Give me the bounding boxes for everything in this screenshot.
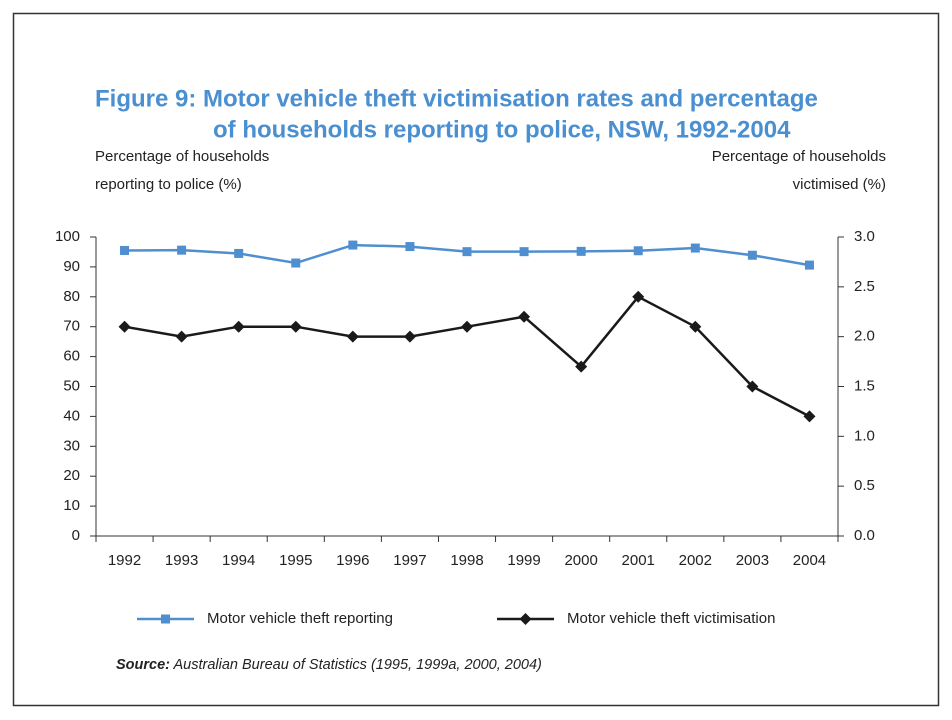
y-tick-label: 40 <box>63 407 80 424</box>
marker <box>461 320 473 333</box>
series-line <box>124 295 811 418</box>
marker <box>747 250 757 260</box>
marker <box>633 246 643 256</box>
x-tick-label: 2004 <box>793 552 826 569</box>
marker <box>118 320 131 333</box>
x-tick-label: 1992 <box>108 552 141 569</box>
marker <box>575 360 588 373</box>
chart-title: Figure 9: Motor vehicle theft victimisat… <box>95 85 818 112</box>
y-tick-label: 30 <box>63 437 80 454</box>
x-tick-label: 2002 <box>679 552 712 569</box>
x-tick-label: 1994 <box>222 552 255 569</box>
x-tick-label: 2003 <box>736 552 769 569</box>
y-axis-label: Percentage of households <box>95 148 269 165</box>
y2-tick-label: 3.0 <box>854 228 875 245</box>
marker <box>177 245 187 255</box>
y2-tick-label: 0.5 <box>854 477 875 494</box>
marker <box>576 246 586 256</box>
y2-tick-label: 1.5 <box>854 377 875 394</box>
marker <box>346 330 359 343</box>
y2-tick-label: 0.0 <box>854 527 875 544</box>
y2-tick-label: 2.5 <box>854 278 875 295</box>
marker <box>348 240 358 250</box>
y2-tick-label: 2.0 <box>854 328 875 345</box>
marker <box>690 243 700 253</box>
marker <box>689 320 702 333</box>
x-tick-label: 1995 <box>279 552 312 569</box>
x-tick-label: 1999 <box>507 552 540 569</box>
x-tick-label: 1993 <box>165 552 198 569</box>
marker <box>289 320 302 333</box>
marker <box>291 258 301 268</box>
x-tick-label: 1997 <box>393 552 426 569</box>
legend-marker <box>161 614 170 624</box>
x-tick-label: 1996 <box>336 552 369 569</box>
y2-tick-label: 1.0 <box>854 427 875 444</box>
marker <box>462 247 472 257</box>
source: Source: Australian Bureau of Statistics … <box>116 657 542 673</box>
marker <box>518 310 531 323</box>
y2-axis-label: Percentage of households <box>712 148 886 165</box>
marker <box>234 248 244 258</box>
y-tick-label: 50 <box>63 377 80 394</box>
y-tick-label: 60 <box>63 348 80 365</box>
marker <box>803 410 816 423</box>
marker <box>632 290 645 303</box>
marker <box>746 380 759 393</box>
y-tick-label: 0 <box>72 527 80 544</box>
y-tick-label: 10 <box>63 497 80 514</box>
marker <box>405 242 415 252</box>
marker <box>120 245 130 255</box>
marker <box>804 260 814 270</box>
x-tick-label: 2001 <box>622 552 655 569</box>
x-tick-label: 1998 <box>450 552 483 569</box>
x-tick-label: 2000 <box>564 552 597 569</box>
chart-title: of households reporting to police, NSW, … <box>213 116 791 143</box>
legend-label: Motor vehicle theft victimisation <box>567 610 775 627</box>
y-tick-label: 100 <box>55 228 80 245</box>
marker <box>403 330 416 343</box>
marker <box>519 247 529 257</box>
y-axis-label: reporting to police (%) <box>95 176 242 193</box>
y2-axis-label: victimised (%) <box>793 176 886 193</box>
marker <box>232 320 245 333</box>
y-tick-label: 70 <box>63 318 80 335</box>
y-tick-label: 20 <box>63 467 80 484</box>
y-tick-label: 90 <box>63 258 80 275</box>
legend-label: Motor vehicle theft reporting <box>207 610 393 627</box>
legend-marker <box>519 613 532 625</box>
source-label: Source: <box>116 657 170 673</box>
y-tick-label: 80 <box>63 288 80 305</box>
source-text: Australian Bureau of Statistics (1995, 1… <box>173 657 542 673</box>
marker <box>175 330 188 343</box>
frame <box>12 12 940 707</box>
